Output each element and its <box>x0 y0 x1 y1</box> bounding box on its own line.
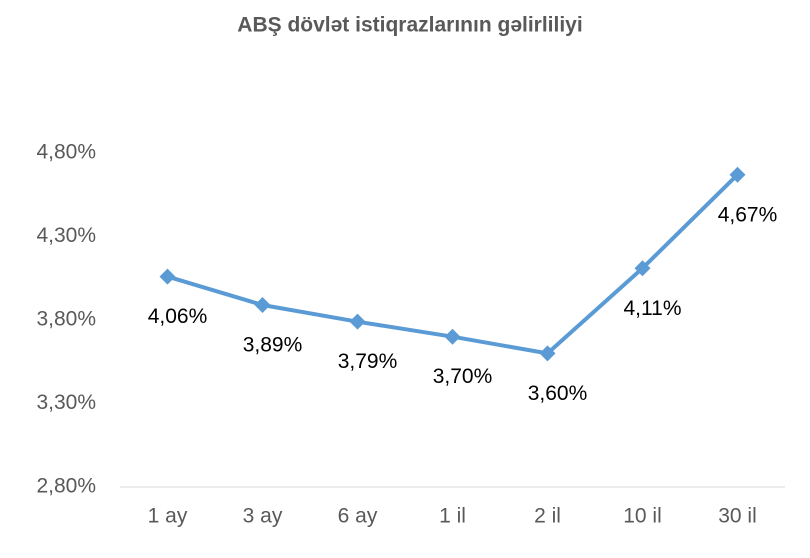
data-label: 4,06% <box>148 305 208 328</box>
marker <box>539 345 556 362</box>
data-label: 3,70% <box>433 365 493 388</box>
data-label: 4,67% <box>718 203 778 226</box>
data-label: 3,79% <box>338 350 398 373</box>
marker <box>254 296 271 313</box>
y-tick-label: 3,80% <box>36 308 96 331</box>
data-label: 3,60% <box>528 382 588 405</box>
x-tick-label: 2 il <box>534 505 561 528</box>
x-tick-label: 30 il <box>718 505 757 528</box>
y-tick-label: 4,30% <box>36 224 96 247</box>
series-line <box>166 173 739 356</box>
marker <box>349 313 366 330</box>
chart-title: ABŞ dövlət istiqrazlarının gəlirliliyi <box>237 14 582 37</box>
y-tick-label: 3,30% <box>36 391 96 414</box>
x-tick-label: 10 il <box>623 505 662 528</box>
y-tick-label: 2,80% <box>36 475 96 498</box>
y-tick-label: 4,80% <box>36 141 96 164</box>
marker <box>634 260 651 277</box>
marker <box>159 268 176 285</box>
marker <box>729 166 746 183</box>
data-label: 3,89% <box>243 334 303 357</box>
marker <box>444 328 461 345</box>
x-tick-label: 1 il <box>439 505 466 528</box>
x-tick-label: 3 ay <box>243 505 283 528</box>
data-label: 4,11% <box>624 297 682 320</box>
x-tick-label: 6 ay <box>338 505 378 528</box>
x-tick-label: 1 ay <box>148 505 188 528</box>
